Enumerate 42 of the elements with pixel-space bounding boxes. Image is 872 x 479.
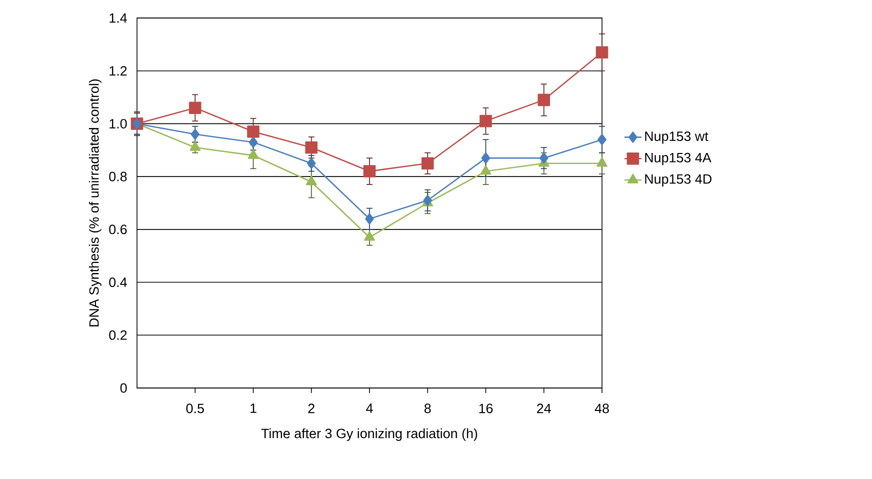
x-tick-label: 48 <box>594 404 609 414</box>
y-tick-label: 0.2 <box>109 330 127 340</box>
point <box>481 152 490 164</box>
point <box>306 176 317 186</box>
x-tick-label: 2 <box>308 404 314 414</box>
x-tick-label: 16 <box>479 404 493 414</box>
point <box>188 102 202 114</box>
legend-label: Nup153 4A <box>645 152 712 166</box>
point <box>247 125 260 138</box>
point <box>596 157 608 167</box>
point <box>598 134 606 146</box>
x-tick-label: 4 <box>366 404 373 413</box>
y-tick-label: 0 <box>120 383 127 393</box>
point <box>248 149 259 159</box>
point <box>480 114 492 128</box>
y-tick-label: 1.2 <box>110 66 127 76</box>
x-axis-title: Time after 3 Gy ionizing radiation (h) <box>261 428 478 441</box>
point <box>363 165 376 178</box>
point <box>248 136 258 148</box>
x-tick-label: 0.5 <box>186 404 204 414</box>
point <box>190 128 200 140</box>
point <box>365 213 374 225</box>
point <box>421 157 434 170</box>
point <box>305 141 318 154</box>
x-tick-label: 1 <box>250 404 256 413</box>
y-tick-label: 0.4 <box>109 278 127 288</box>
y-tick-label: 1.4 <box>110 13 127 23</box>
y-tick-label: 0.6 <box>109 224 127 234</box>
point <box>480 165 492 175</box>
x-tick-label: 8 <box>424 404 431 414</box>
legend-label: Nup153 4D <box>645 174 712 186</box>
point <box>364 231 375 241</box>
y-tick-label: 0.8 <box>109 172 127 182</box>
legend-label: Nup153 wt <box>645 132 708 144</box>
point <box>190 141 201 151</box>
point <box>306 158 316 170</box>
y-tick-label: 1.0 <box>110 118 127 128</box>
point <box>539 152 548 164</box>
y-axis-title: DNA Synthesis (% of unirradiated control) <box>88 79 102 326</box>
point <box>596 46 608 59</box>
x-tick-label: 24 <box>537 404 551 414</box>
point <box>538 94 550 106</box>
